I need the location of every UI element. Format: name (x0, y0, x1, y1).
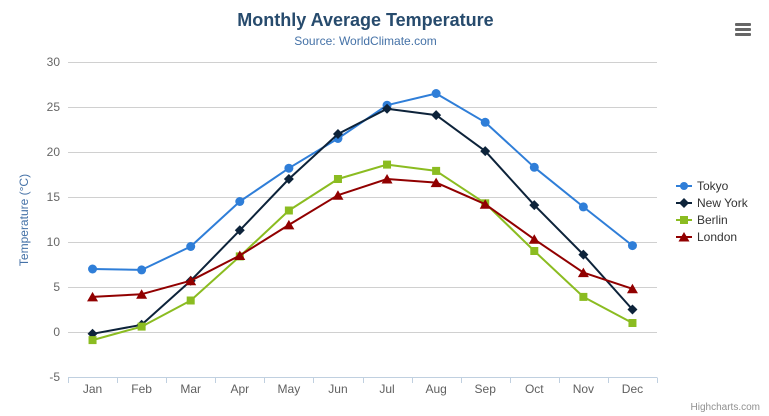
data-point[interactable] (186, 296, 195, 305)
data-point[interactable] (137, 322, 146, 331)
data-point[interactable] (528, 234, 540, 244)
data-point[interactable] (88, 336, 97, 345)
series-line (91, 107, 634, 335)
data-point[interactable] (283, 174, 294, 184)
y-axis-labels: -5 0 5 10 15 20 25 30 (47, 55, 61, 384)
y-tick-label: 25 (47, 100, 61, 114)
data-point[interactable] (283, 219, 295, 230)
y-tick-label: 5 (53, 280, 60, 294)
series-line (91, 163, 634, 342)
data-point[interactable] (332, 190, 344, 200)
x-tick-label: Jan (83, 382, 102, 396)
data-point[interactable] (235, 197, 245, 206)
y-tick-label: 15 (47, 190, 61, 204)
data-point[interactable] (529, 162, 539, 172)
legend-item-new-york[interactable]: New York (676, 196, 749, 210)
data-point[interactable] (480, 146, 491, 157)
series-london (87, 174, 638, 302)
data-point[interactable] (431, 110, 442, 121)
series-line (91, 92, 634, 271)
legend-item-tokyo[interactable]: Tokyo (676, 179, 729, 193)
y-tick-label: 10 (47, 235, 61, 249)
x-tick-label: Nov (573, 382, 594, 396)
data-point[interactable] (284, 163, 294, 173)
data-point[interactable] (333, 175, 342, 183)
legend-label: London (697, 230, 737, 244)
data-point[interactable] (628, 319, 637, 327)
data-point[interactable] (234, 250, 246, 261)
data-point[interactable] (578, 202, 588, 212)
data-point[interactable] (137, 265, 147, 275)
legend: Tokyo New York Berlin London (676, 179, 749, 244)
y-axis-title: Temperature (°C) (17, 173, 31, 267)
data-point[interactable] (679, 198, 689, 208)
data-point[interactable] (431, 89, 441, 98)
y-tick-label: -5 (49, 370, 60, 384)
data-point[interactable] (332, 129, 343, 139)
data-point[interactable] (626, 283, 638, 294)
legend-item-berlin[interactable]: Berlin (676, 213, 728, 227)
data-point[interactable] (678, 232, 690, 242)
y-tick-label: 30 (47, 55, 61, 69)
context-menu-button[interactable] (731, 19, 755, 39)
data-point[interactable] (680, 216, 688, 224)
y-tick-label: 0 (53, 325, 60, 339)
data-point[interactable] (529, 200, 540, 211)
series-new-york (87, 103, 638, 339)
gridlines (68, 62, 657, 333)
series-line (91, 178, 634, 298)
data-point[interactable] (382, 103, 393, 114)
data-point[interactable] (680, 182, 688, 190)
x-tick-label: Jun (328, 382, 347, 396)
x-tick-label: Sep (475, 382, 497, 396)
chart-subtitle: Source: WorldClimate.com (294, 34, 437, 48)
x-tick-label: May (278, 382, 301, 396)
data-point[interactable] (186, 242, 196, 251)
data-point[interactable] (88, 264, 98, 274)
data-point[interactable] (87, 291, 99, 302)
data-point[interactable] (136, 289, 148, 299)
y-tick-label: 20 (47, 145, 61, 159)
x-tick-label: Apr (230, 382, 249, 396)
series-tokyo (88, 89, 637, 275)
data-point[interactable] (480, 117, 490, 127)
data-point[interactable] (530, 247, 539, 255)
x-tick-label: Dec (622, 382, 643, 396)
data-point[interactable] (579, 292, 588, 301)
data-point[interactable] (627, 241, 637, 251)
data-point[interactable] (185, 275, 197, 286)
x-tick-label: Feb (131, 382, 152, 396)
data-point[interactable] (383, 160, 392, 169)
x-tick-label: Jul (379, 382, 394, 396)
hamburger-icon (734, 23, 752, 36)
x-tick-label: Oct (525, 382, 544, 396)
data-point[interactable] (432, 166, 441, 175)
x-axis: Jan Feb Mar Apr May Jun Jul Aug Sep Oct Nov Dec (68, 377, 658, 396)
credits-link[interactable]: Highcharts.com (690, 402, 760, 413)
chart-title: Monthly Average Temperature (237, 10, 494, 30)
data-point[interactable] (479, 199, 491, 209)
x-tick-label: Mar (180, 382, 201, 396)
data-point[interactable] (381, 174, 393, 184)
x-tick-label: Aug (425, 382, 446, 396)
legend-label: Berlin (697, 213, 728, 227)
data-point[interactable] (430, 177, 442, 188)
legend-label: New York (697, 196, 749, 210)
data-point[interactable] (577, 267, 589, 278)
data-point[interactable] (284, 206, 293, 215)
legend-label: Tokyo (697, 179, 729, 193)
data-point[interactable] (627, 304, 638, 315)
legend-item-london[interactable]: London (676, 230, 737, 244)
data-point[interactable] (578, 249, 589, 260)
data-point[interactable] (234, 225, 245, 236)
